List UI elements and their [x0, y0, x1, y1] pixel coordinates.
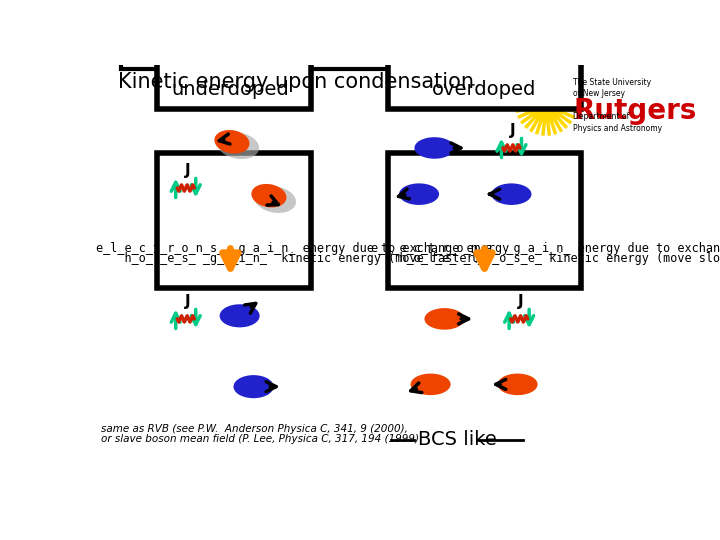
Text: e̲l̲e̲c̲t̲r̲o̲n̲s̲ ̲g̲a̲i̲n̲ energy due to exchange energy: e̲l̲e̲c̲t̲r̲o̲n̲s̲ ̲g̲a̲i̲n̲ energy due … [96, 242, 509, 255]
Bar [388, 153, 581, 288]
Text: or slave boson mean field (P. Lee, Physica C, 317, 194 (1999): or slave boson mean field (P. Lee, Physi… [101, 434, 419, 444]
Text: h̲o̲l̲e̲s̲ ̲g̲a̲i̲n̲  kinetic energy (move faster): h̲o̲l̲e̲s̲ ̲g̲a̲i̲n̲ kinetic energy (mov… [96, 252, 480, 265]
Ellipse shape [233, 375, 274, 398]
Text: J: J [510, 123, 516, 138]
Text: overdoped: overdoped [432, 80, 536, 99]
Ellipse shape [251, 184, 287, 207]
Ellipse shape [217, 132, 259, 159]
Text: Rutgers: Rutgers [573, 97, 696, 125]
Text: J: J [184, 294, 190, 309]
Ellipse shape [410, 374, 451, 395]
Bar [388, 0, 581, 110]
Bar [157, 153, 311, 288]
Ellipse shape [498, 374, 538, 395]
Text: J: J [518, 294, 523, 309]
Circle shape [529, 88, 563, 122]
Ellipse shape [415, 137, 454, 159]
Ellipse shape [215, 130, 250, 153]
Text: same as RVB (see P.W.  Anderson Physica C, 341, 9 (2000),: same as RVB (see P.W. Anderson Physica C… [101, 423, 408, 434]
Bar [121, 42, 472, 69]
Text: h̲o̲l̲e̲ ̲l̲o̲o̲s̲e̲ kinetic energy (move slower): h̲o̲l̲e̲ ̲l̲o̲o̲s̲e̲ kinetic energy (mov… [372, 252, 720, 265]
Text: The State University
of New Jersey: The State University of New Jersey [573, 78, 651, 98]
Text: J: J [184, 163, 190, 178]
Bar [157, 0, 311, 110]
Text: BCS like: BCS like [418, 430, 497, 449]
Ellipse shape [492, 184, 531, 205]
Text: e̲l̲e̲c̲t̲r̲o̲n̲s̲ ̲g̲a̲i̲n̲ energy due to exchange energy: e̲l̲e̲c̲t̲r̲o̲n̲s̲ ̲g̲a̲i̲n̲ energy due … [372, 242, 720, 255]
Ellipse shape [254, 186, 296, 213]
Text: Kinetic energy upon condensation: Kinetic energy upon condensation [118, 72, 474, 92]
Ellipse shape [399, 184, 439, 205]
Text: underdoped: underdoped [171, 80, 289, 99]
Ellipse shape [220, 304, 260, 327]
Ellipse shape [425, 308, 464, 330]
Text: Department of
Physics and Astronomy: Department of Physics and Astronomy [573, 112, 662, 133]
